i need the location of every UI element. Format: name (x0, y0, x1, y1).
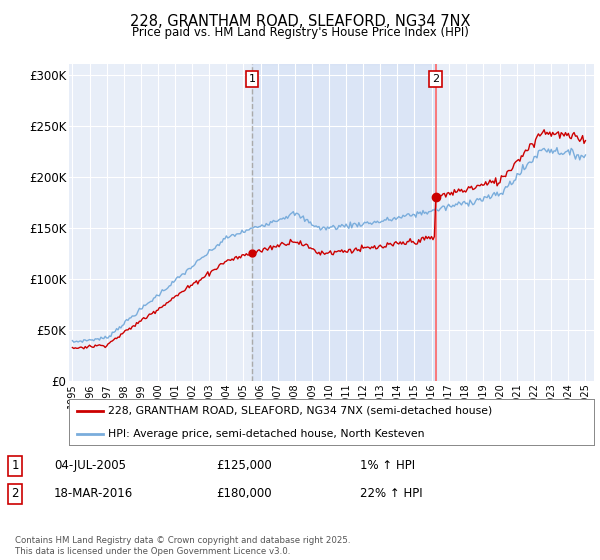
Text: £125,000: £125,000 (216, 459, 272, 473)
Text: 2: 2 (11, 487, 19, 501)
Text: 22% ↑ HPI: 22% ↑ HPI (360, 487, 422, 501)
Text: 228, GRANTHAM ROAD, SLEAFORD, NG34 7NX (semi-detached house): 228, GRANTHAM ROAD, SLEAFORD, NG34 7NX (… (109, 406, 493, 416)
Text: 228, GRANTHAM ROAD, SLEAFORD, NG34 7NX: 228, GRANTHAM ROAD, SLEAFORD, NG34 7NX (130, 14, 470, 29)
Text: 04-JUL-2005: 04-JUL-2005 (54, 459, 126, 473)
Text: Contains HM Land Registry data © Crown copyright and database right 2025.
This d: Contains HM Land Registry data © Crown c… (15, 536, 350, 556)
Text: 1% ↑ HPI: 1% ↑ HPI (360, 459, 415, 473)
Text: 1: 1 (11, 459, 19, 473)
Text: 1: 1 (248, 74, 256, 84)
Text: 18-MAR-2016: 18-MAR-2016 (54, 487, 133, 501)
Text: Price paid vs. HM Land Registry's House Price Index (HPI): Price paid vs. HM Land Registry's House … (131, 26, 469, 39)
Text: £180,000: £180,000 (216, 487, 272, 501)
Text: 2: 2 (432, 74, 439, 84)
Text: HPI: Average price, semi-detached house, North Kesteven: HPI: Average price, semi-detached house,… (109, 429, 425, 438)
Bar (252, 64, 436, 381)
